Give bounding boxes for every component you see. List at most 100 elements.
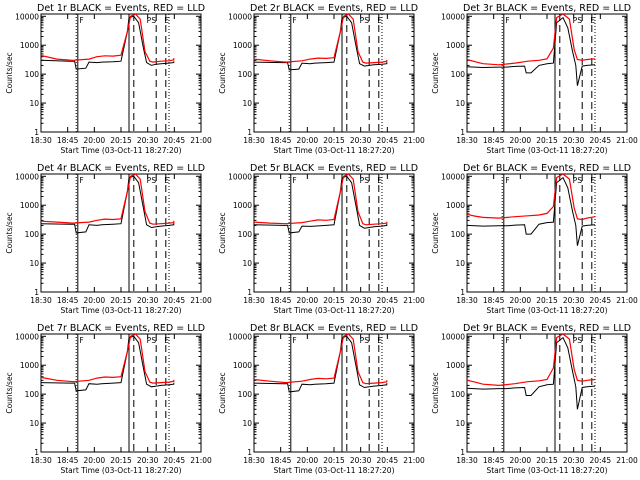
- y-tick-label: 1000: [233, 361, 252, 370]
- y-tick-label: 100: [238, 390, 253, 399]
- x-tick-label: 20:45: [377, 136, 399, 145]
- y-tick-label: 100: [238, 230, 253, 239]
- chart-panel-4: Det 4r BLACK = Events, RED = LLD 1 10 100 10…: [5, 163, 212, 315]
- lld-series-line: [41, 174, 175, 225]
- flag-marker-label: S: [364, 16, 369, 25]
- chart-title: Det 2r BLACK = Events, RED = LLD: [250, 3, 418, 14]
- y-tick-label: 10000: [15, 12, 39, 21]
- x-tick-label: 18:30: [30, 456, 52, 465]
- x-tick-label: 20:00: [84, 136, 106, 145]
- x-axis-title: Start Time (03-Oct-11 18:27:20): [273, 306, 394, 315]
- y-tick-label: 1: [247, 128, 252, 137]
- x-tick-label: 18:30: [243, 136, 265, 145]
- plot-frame: [40, 13, 202, 133]
- x-tick-label: 20:00: [510, 136, 532, 145]
- x-axis-title: Start Time (03-Oct-11 18:27:20): [60, 466, 181, 475]
- flag-marker-label: S: [151, 176, 156, 185]
- flag-marker-label: F: [79, 176, 83, 185]
- chart-panel-8: Det 8r BLACK = Events, RED = LLD 1 10 100 10…: [218, 323, 425, 475]
- flag-marker-label: F: [79, 336, 83, 345]
- y-tick-label: 100: [451, 70, 466, 79]
- x-tick-label: 20:30: [563, 296, 585, 305]
- x-tick-label: 20:45: [590, 296, 612, 305]
- flag-marker-label: E: [590, 336, 595, 345]
- flag-marker-label: P: [360, 16, 365, 25]
- x-tick-label: 20:15: [323, 456, 345, 465]
- flag-marker-label: F: [79, 16, 83, 25]
- x-tick-label: 18:45: [483, 136, 505, 145]
- events-series-line: [254, 175, 388, 234]
- x-tick-label: 20:30: [137, 136, 159, 145]
- y-tick-label: 100: [451, 390, 466, 399]
- plot-frame: [40, 333, 202, 453]
- y-tick-label: 1: [34, 448, 39, 457]
- x-tick-label: 18:45: [57, 136, 79, 145]
- x-tick-label: 18:30: [243, 456, 265, 465]
- y-tick-label: 1: [460, 128, 465, 137]
- chart-title: Det 1r BLACK = Events, RED = LLD: [37, 3, 205, 14]
- lld-series-line: [467, 334, 596, 387]
- chart-panel-3: Det 3r BLACK = Events, RED = LLD 1 10 100 10…: [431, 3, 638, 155]
- x-tick-label: 20:45: [377, 456, 399, 465]
- chart-panel-7: Det 7r BLACK = Events, RED = LLD 1 10 100 10…: [5, 323, 212, 475]
- events-series-line: [254, 335, 388, 393]
- x-tick-label: 18:45: [57, 456, 79, 465]
- x-tick-label: 18:45: [270, 456, 292, 465]
- y-tick-label: 100: [25, 230, 40, 239]
- flag-marker-label: P: [573, 336, 578, 345]
- x-axis-title: Start Time (03-Oct-11 18:27:20): [273, 466, 394, 475]
- x-tick-label: 20:00: [84, 456, 106, 465]
- x-tick-label: 21:00: [190, 136, 212, 145]
- x-axis-title: Start Time (03-Oct-11 18:27:20): [60, 306, 181, 315]
- x-tick-label: 20:45: [377, 296, 399, 305]
- flag-marker-label: E: [590, 176, 595, 185]
- x-tick-label: 20:00: [510, 296, 532, 305]
- y-tick-label: 100: [25, 390, 40, 399]
- x-tick-label: 20:45: [164, 296, 186, 305]
- plot-frame: [253, 13, 415, 133]
- x-tick-label: 20:30: [350, 136, 372, 145]
- x-tick-label: 20:15: [110, 456, 132, 465]
- x-tick-label: 18:45: [270, 136, 292, 145]
- x-tick-label: 20:15: [110, 136, 132, 145]
- y-tick-label: 1: [247, 448, 252, 457]
- chart-title: Det 3r BLACK = Events, RED = LLD: [463, 3, 631, 14]
- x-tick-label: 21:00: [190, 296, 212, 305]
- flag-marker-label: F: [292, 336, 296, 345]
- flag-marker-label: E: [164, 16, 169, 25]
- flag-marker-label: E: [377, 16, 382, 25]
- flag-marker-label: P: [147, 16, 152, 25]
- y-tick-label: 100: [25, 70, 40, 79]
- x-axis-title: Start Time (03-Oct-11 18:27:20): [486, 306, 607, 315]
- events-series-line: [467, 16, 596, 86]
- x-tick-label: 20:15: [536, 296, 558, 305]
- y-axis-title: Counts/sec: [431, 212, 440, 253]
- y-tick-label: 10: [455, 99, 465, 108]
- y-tick-label: 1000: [233, 201, 252, 210]
- x-tick-label: 18:30: [30, 296, 52, 305]
- flag-marker-label: E: [164, 336, 169, 345]
- y-tick-label: 1000: [20, 361, 39, 370]
- lld-series-line: [41, 334, 175, 384]
- chart-title: Det 6r BLACK = Events, RED = LLD: [463, 163, 631, 174]
- chart-title: Det 8r BLACK = Events, RED = LLD: [250, 323, 418, 334]
- events-series-line: [254, 15, 388, 71]
- x-axis-title: Start Time (03-Oct-11 18:27:20): [486, 466, 607, 475]
- y-tick-label: 10: [29, 259, 39, 268]
- plot-frame: [466, 13, 628, 133]
- y-axis-title: Counts/sec: [218, 372, 227, 413]
- plot-frame: [253, 333, 415, 453]
- flag-marker-label: F: [292, 176, 296, 185]
- y-tick-label: 10000: [441, 332, 465, 341]
- x-tick-label: 18:30: [243, 296, 265, 305]
- flag-marker-label: S: [577, 176, 582, 185]
- x-tick-label: 21:00: [616, 456, 638, 465]
- flag-marker-label: S: [151, 16, 156, 25]
- y-tick-label: 10000: [441, 172, 465, 181]
- x-tick-label: 20:15: [536, 136, 558, 145]
- y-tick-label: 10: [242, 419, 252, 428]
- x-tick-label: 18:45: [270, 296, 292, 305]
- x-tick-label: 18:30: [456, 136, 478, 145]
- y-axis-title: Counts/sec: [5, 212, 14, 253]
- y-tick-label: 10000: [228, 332, 252, 341]
